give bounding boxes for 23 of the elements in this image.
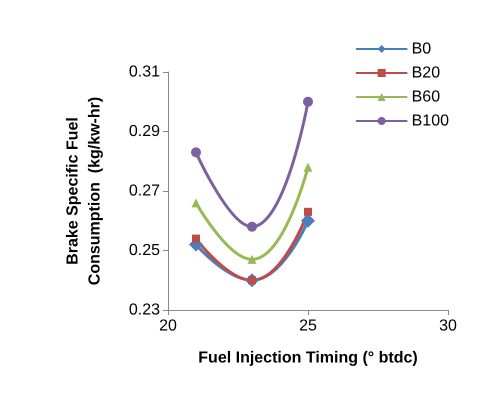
legend-label: B0	[412, 40, 432, 58]
point	[192, 234, 200, 243]
point	[304, 162, 312, 172]
y-tick-label: 0.31	[128, 64, 160, 80]
point	[301, 214, 315, 228]
legend-label: B60	[412, 88, 440, 106]
point	[303, 96, 313, 107]
point	[247, 222, 257, 232]
x-axis-title: Fuel Injection Timing (° btdc)	[198, 350, 418, 366]
point	[304, 208, 312, 216]
x-tick-label: 30	[439, 318, 457, 334]
point	[248, 254, 256, 264]
point	[192, 198, 200, 208]
y-tick-label: 0.29	[128, 123, 160, 140]
x-tick-label: 20	[159, 318, 177, 334]
point	[191, 147, 201, 158]
y-tick-label: 0.25	[128, 242, 160, 259]
y-tick-label: 0.23	[128, 302, 160, 318]
legend-label: B100	[412, 112, 450, 130]
legend-label: B20	[412, 64, 440, 82]
y-axis-title: Brake Specific Fuel Consumption (kg/kw-hr)	[64, 96, 104, 286]
x-tick-label: 25	[299, 318, 317, 334]
y-tick-label: 0.27	[128, 182, 160, 200]
